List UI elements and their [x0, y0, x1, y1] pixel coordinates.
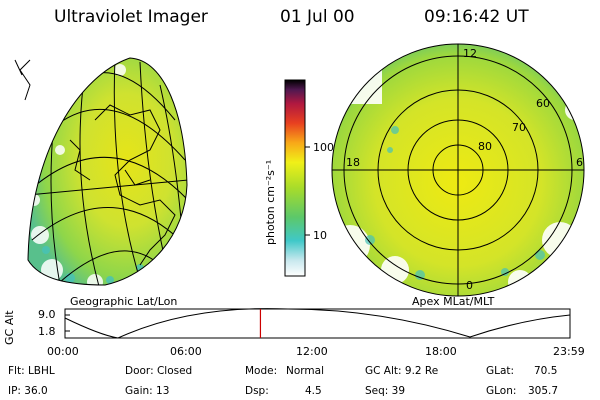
- alt-ylabel: GC Alt: [3, 310, 16, 345]
- status-glon-value: 305.7: [528, 385, 559, 397]
- mlat-label-80: 80: [478, 140, 492, 153]
- mlt-label-0: 0: [466, 279, 473, 292]
- status-glat-value: 70.5: [534, 365, 558, 377]
- geographic-image: [14, 57, 188, 286]
- status-glat-label: GLat:: [486, 365, 515, 377]
- alt-xtick-2359: 23:59: [553, 345, 585, 358]
- instrument-title: Ultraviolet Imager: [54, 7, 208, 27]
- time-label: 09:16:42 UT: [424, 7, 529, 27]
- date-label: 01 Jul 00: [280, 7, 355, 27]
- status-seq: Seq: 39: [365, 385, 406, 397]
- apex-caption: Apex MLat/MLT: [412, 295, 495, 308]
- alt-xtick-1200: 12:00: [296, 345, 328, 358]
- altitude-plot: [64, 308, 571, 339]
- alt-ytick-1.8: 1.8: [38, 325, 56, 338]
- geographic-caption: Geographic Lat/Lon: [70, 295, 178, 308]
- status-gain: Gain: 13: [125, 385, 170, 397]
- colorbar-unit-label: photon cm⁻²s⁻¹: [264, 159, 277, 245]
- status-flt: Flt: LBHL: [8, 365, 55, 377]
- status-dsp-value: 4.5: [305, 385, 322, 397]
- status-gc-alt: GC Alt: 9.2 Re: [365, 365, 439, 377]
- alt-ytick-9: 9.0: [38, 308, 56, 321]
- status-glon-label: GLon:: [486, 385, 517, 397]
- mlat-label-70: 70: [512, 121, 526, 134]
- colorbar: [284, 79, 310, 277]
- status-ip: IP: 36.0: [8, 385, 48, 397]
- colorbar-tick-100: 100: [313, 141, 334, 154]
- apex-polar-plot: [331, 43, 585, 297]
- mlt-label-6: 6: [576, 156, 583, 169]
- mlt-label-12: 12: [463, 47, 477, 60]
- alt-xtick-0600: 06:00: [170, 345, 202, 358]
- colorbar-tick-10: 10: [313, 229, 327, 242]
- status-mode-label: Mode:: [245, 365, 278, 377]
- alt-xtick-0000: 00:00: [47, 345, 79, 358]
- status-door: Door: Closed: [125, 365, 193, 377]
- status-dsp-label: Dsp:: [245, 385, 269, 397]
- mlat-label-60: 60: [536, 97, 550, 110]
- status-mode-value: Normal: [286, 365, 324, 377]
- alt-xtick-1800: 18:00: [425, 345, 457, 358]
- mlt-label-18: 18: [346, 156, 360, 169]
